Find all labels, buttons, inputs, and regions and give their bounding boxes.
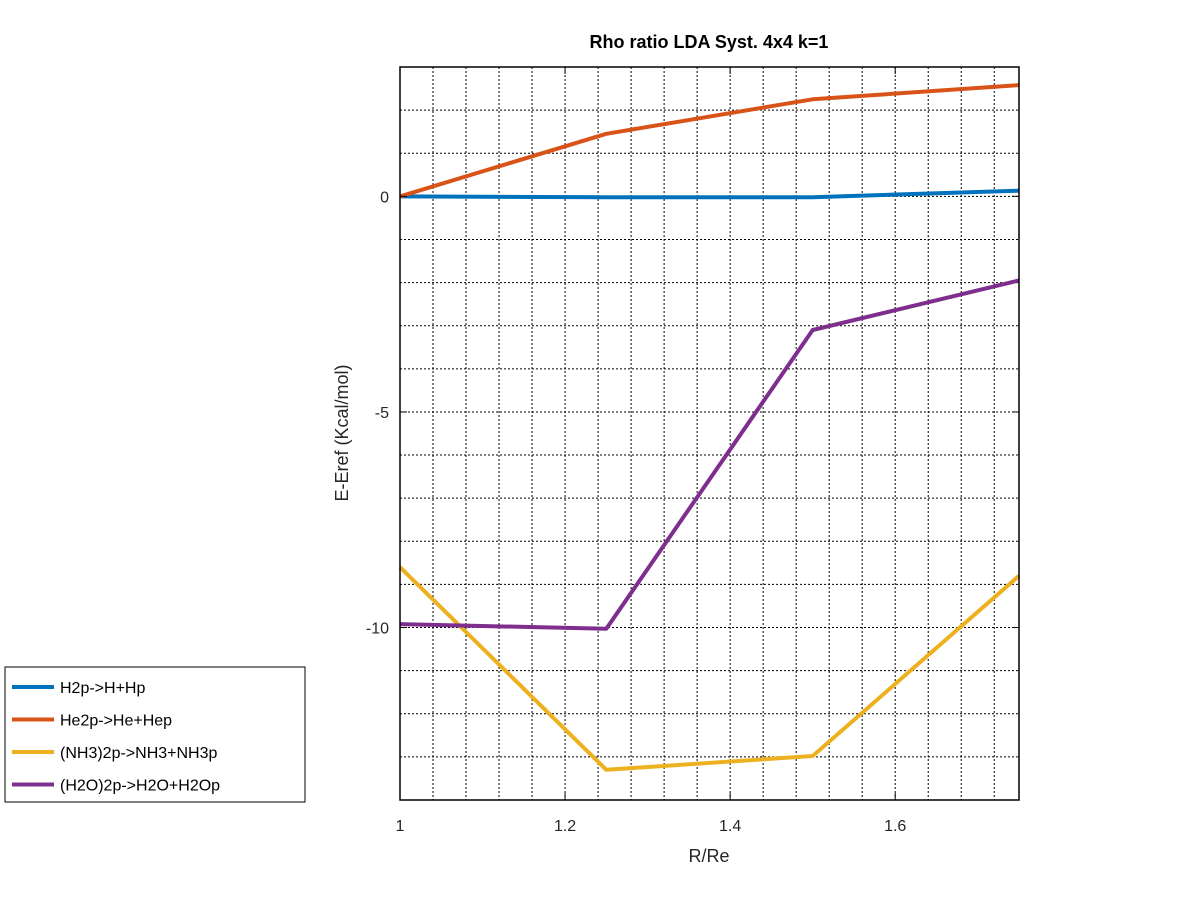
grid bbox=[400, 66, 1019, 801]
y-tick-label: -10 bbox=[366, 621, 389, 638]
plot-background bbox=[400, 67, 1019, 800]
y-tick-label: -5 bbox=[375, 405, 389, 422]
y-axis-label: E-Eref (Kcal/mol) bbox=[332, 364, 352, 501]
series-lines bbox=[398, 83, 1021, 772]
ticks: 1 1.2 1.4 1.6 -10 -5 0 bbox=[366, 67, 1019, 835]
plot-frame bbox=[399, 66, 1020, 801]
series-line bbox=[398, 565, 1021, 772]
y-tick-label: 0 bbox=[380, 189, 389, 206]
legend-box bbox=[4, 666, 306, 803]
legend-label: He2p->He+Hep bbox=[60, 713, 172, 730]
x-tick-label: 1.4 bbox=[719, 818, 741, 835]
x-axis-label: R/Re bbox=[688, 846, 729, 866]
x-tick-label: 1.6 bbox=[884, 818, 906, 835]
legend-label: H2p->H+Hp bbox=[60, 680, 145, 697]
legend: H2p->H+Hp He2p->He+Hep (NH3)2p->NH3+NH3p (H… bbox=[4, 666, 306, 803]
legend-label: (NH3)2p->NH3+NH3p bbox=[60, 745, 217, 762]
x-tick-label: 1.2 bbox=[554, 818, 576, 835]
legend-label: (H2O)2p->H2O+H2Op bbox=[60, 778, 220, 795]
series-line bbox=[399, 278, 1020, 631]
x-tick-label: 1 bbox=[396, 818, 405, 835]
series-line bbox=[399, 188, 1020, 200]
series-line bbox=[399, 83, 1020, 199]
chart-title: Rho ratio LDA Syst. 4x4 k=1 bbox=[590, 32, 829, 52]
